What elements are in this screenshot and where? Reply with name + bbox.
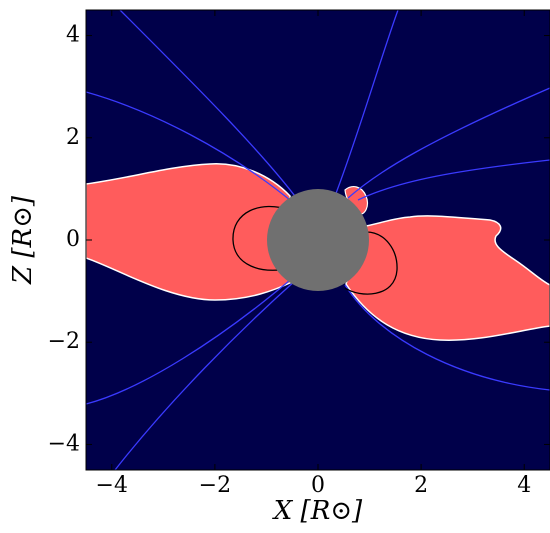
contours — [232, 205, 398, 295]
y-tick-label: −4 — [48, 431, 80, 456]
sun-disk — [267, 189, 369, 291]
x-tick-label: 2 — [414, 473, 428, 498]
right-lobe — [345, 215, 550, 341]
x-tick-label: −2 — [199, 473, 231, 498]
field-lines — [86, 10, 550, 470]
x-tick-label: 0 — [311, 473, 325, 498]
left-lobe — [86, 163, 293, 301]
y-tick-label: 2 — [66, 125, 80, 150]
field-plot — [86, 10, 550, 470]
y-tick-label: 4 — [66, 23, 80, 48]
x-tick-label: −4 — [96, 473, 128, 498]
y-tick-label: 0 — [66, 227, 80, 252]
y-axis-label: Z [R⊙] — [8, 195, 38, 285]
x-axis-label: X [R⊙] — [272, 496, 363, 526]
y-tick-label: −2 — [48, 329, 80, 354]
x-tick-label: 4 — [517, 473, 531, 498]
